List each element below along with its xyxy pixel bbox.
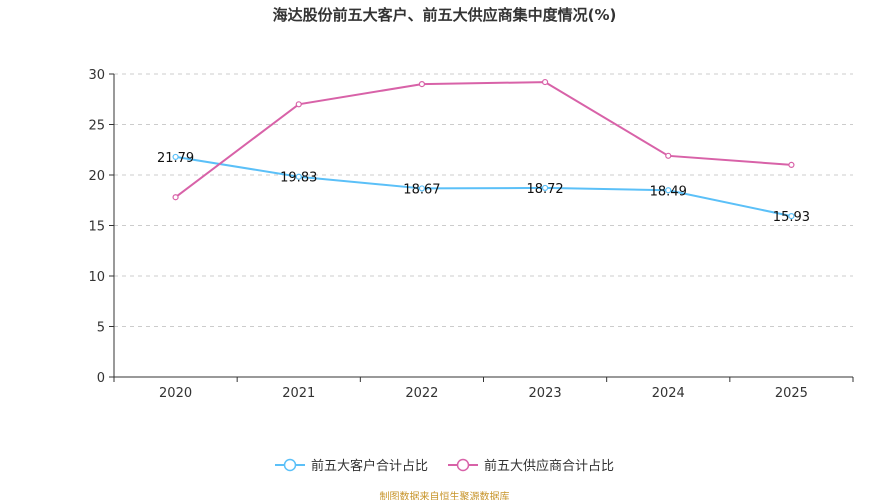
data-label: 18.49 [650, 184, 687, 199]
data-label: 15.93 [773, 210, 810, 225]
data-label: 18.67 [403, 182, 440, 197]
data-point [418, 80, 426, 88]
y-tick-label: 10 [88, 270, 105, 285]
legend-marker-icon [448, 458, 478, 471]
data-label: 18.72 [526, 182, 563, 197]
y-tick-label: 15 [88, 220, 105, 235]
data-point [295, 173, 302, 180]
legend-item-customers[interactable]: 前五大客户合计占比 [274, 455, 428, 474]
data-point [172, 194, 179, 201]
data-label: 21.79 [157, 151, 194, 166]
data-label: 19.83 [280, 171, 317, 186]
legend-marker-icon [274, 458, 305, 471]
x-tick-label: 2022 [405, 386, 438, 401]
y-tick-label: 20 [88, 169, 105, 184]
series-line [174, 81, 792, 199]
y-tick-label: 5 [97, 321, 105, 336]
legend-label: 前五大客户合计占比 [310, 459, 428, 474]
legend: 前五大客户合计占比 前五大供应商合计占比 [0, 455, 889, 474]
x-tick-label: 2020 [159, 386, 192, 401]
data-point [665, 152, 672, 159]
data-point [541, 78, 549, 86]
y-tick-label: 0 [97, 371, 105, 386]
series-line [175, 155, 792, 218]
legend-item-suppliers[interactable]: 前五大供应商合计占比 [448, 455, 614, 474]
data-point [541, 184, 549, 192]
data-point [418, 185, 426, 192]
data-point [665, 187, 672, 194]
data-point [788, 161, 795, 168]
data-point [295, 101, 302, 108]
x-tick-label: 2024 [652, 386, 685, 401]
x-tick-label: 2025 [775, 386, 808, 401]
y-tick-label: 25 [88, 119, 105, 134]
chart-title: 海达股份前五大客户、前五大供应商集中度情况(%) [272, 6, 617, 24]
legend-label: 前五大供应商合计占比 [484, 459, 615, 474]
x-tick-label: 2023 [529, 386, 562, 401]
data-point [172, 153, 179, 161]
source-note: 制图数据来自恒生聚源数据库 [379, 492, 510, 500]
y-tick-label: 30 [88, 68, 105, 83]
data-point [788, 213, 795, 220]
x-tick-label: 2021 [282, 386, 315, 401]
